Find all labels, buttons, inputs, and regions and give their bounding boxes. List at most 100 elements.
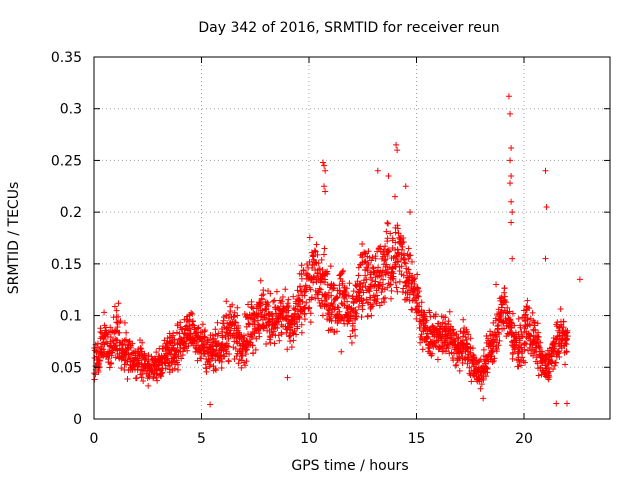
data-point	[552, 340, 559, 347]
data-point	[284, 374, 291, 381]
data-point	[491, 355, 498, 362]
data-point	[168, 359, 175, 366]
data-point	[124, 375, 131, 382]
data-point	[358, 313, 365, 320]
data-point	[185, 342, 192, 349]
data-point	[521, 340, 528, 347]
data-point	[552, 359, 559, 366]
data-point	[562, 337, 569, 344]
data-point	[526, 305, 533, 312]
data-point	[227, 307, 234, 314]
data-point	[107, 360, 114, 367]
data-point	[359, 300, 366, 307]
data-point	[123, 361, 130, 368]
data-point	[402, 183, 409, 190]
data-point	[257, 277, 264, 284]
data-point	[496, 316, 503, 323]
data-point	[315, 260, 322, 267]
data-point	[362, 272, 369, 279]
data-point	[506, 308, 513, 315]
data-point	[405, 279, 412, 286]
data-point	[163, 356, 170, 363]
data-point	[232, 345, 239, 352]
data-point	[527, 337, 534, 344]
data-point	[459, 360, 466, 367]
data-point	[171, 358, 178, 365]
data-point	[363, 296, 370, 303]
data-point	[265, 318, 272, 325]
data-point	[511, 322, 518, 329]
data-point	[507, 180, 514, 187]
data-point	[509, 310, 516, 317]
data-point	[414, 271, 421, 278]
data-point	[535, 333, 542, 340]
data-point	[369, 277, 376, 284]
data-point	[186, 325, 193, 332]
data-point	[274, 324, 281, 331]
data-point	[419, 346, 426, 353]
data-point	[299, 298, 306, 305]
data-point	[373, 300, 380, 307]
data-point	[564, 333, 571, 340]
data-point	[496, 337, 503, 344]
data-point	[394, 222, 401, 229]
data-point	[100, 346, 107, 353]
data-point	[389, 235, 396, 242]
data-point	[400, 238, 407, 245]
data-point	[576, 276, 583, 283]
data-point	[413, 315, 420, 322]
data-point	[369, 254, 376, 261]
data-point	[226, 350, 233, 357]
data-point	[135, 361, 142, 368]
data-point	[145, 382, 152, 389]
data-point	[113, 342, 120, 349]
data-point	[508, 172, 515, 179]
data-point	[270, 298, 277, 305]
data-point	[296, 314, 303, 321]
data-point	[322, 276, 329, 283]
data-point	[300, 267, 307, 274]
data-point	[546, 368, 553, 375]
data-point	[453, 361, 460, 368]
y-tick-label: 0.2	[60, 205, 82, 221]
data-point	[530, 352, 537, 359]
data-point	[223, 340, 230, 347]
data-point	[256, 303, 263, 310]
data-point	[382, 243, 389, 250]
data-point	[129, 340, 136, 347]
data-point	[460, 316, 467, 323]
data-point	[320, 251, 327, 258]
data-point	[480, 395, 487, 402]
data-point	[556, 354, 563, 361]
data-point	[515, 363, 522, 370]
data-point	[504, 304, 511, 311]
data-point	[548, 352, 555, 359]
data-point	[321, 245, 328, 252]
data-point	[166, 366, 173, 373]
data-point	[549, 358, 556, 365]
data-point	[518, 350, 525, 357]
data-point	[305, 305, 312, 312]
data-point	[414, 284, 421, 291]
data-point	[189, 318, 196, 325]
data-point	[374, 292, 381, 299]
data-point	[106, 348, 113, 355]
y-tick-label: 0.1	[60, 309, 82, 325]
data-point	[452, 362, 459, 369]
data-point	[454, 335, 461, 342]
data-point	[388, 295, 395, 302]
x-tick-label: 5	[197, 431, 206, 447]
x-tick-label: 20	[515, 431, 533, 447]
data-point	[301, 316, 308, 323]
data-point	[95, 368, 102, 375]
data-point	[223, 298, 230, 305]
data-point	[266, 316, 273, 323]
data-point	[369, 264, 376, 271]
data-point	[507, 320, 514, 327]
data-point	[174, 366, 181, 373]
data-point	[415, 293, 422, 300]
data-point	[365, 261, 372, 268]
data-point	[465, 331, 472, 338]
data-point	[307, 310, 314, 317]
data-point	[526, 333, 533, 340]
